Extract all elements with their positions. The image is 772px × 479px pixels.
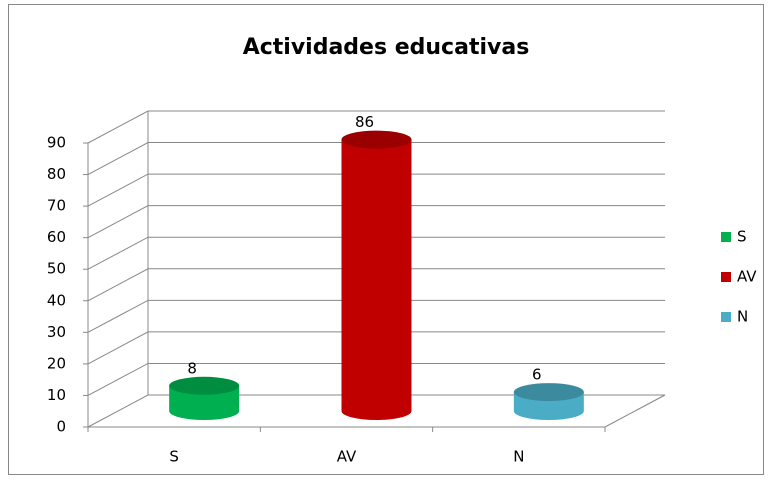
bar-top bbox=[341, 130, 412, 149]
legend-swatch bbox=[721, 312, 731, 322]
y-tick-label: 90 bbox=[47, 134, 66, 152]
legend-swatch bbox=[721, 232, 731, 242]
legend-label: N bbox=[737, 308, 748, 326]
y-tick-label: 70 bbox=[47, 197, 66, 215]
bar bbox=[169, 376, 240, 420]
bar-top bbox=[513, 383, 584, 402]
floor-edge bbox=[604, 394, 666, 428]
value-label: 8 bbox=[187, 359, 197, 377]
y-tick-label: 50 bbox=[47, 260, 66, 278]
x-tick-label: S bbox=[169, 448, 179, 466]
grid-line bbox=[87, 362, 665, 396]
value-label: 86 bbox=[355, 113, 374, 131]
grid-line bbox=[87, 236, 665, 270]
x-tick-label: AV bbox=[337, 448, 357, 466]
y-tick-label: 10 bbox=[47, 386, 66, 404]
y-tick-label: 20 bbox=[47, 354, 66, 372]
grid-line bbox=[87, 173, 665, 207]
chart-title: Actividades educativas bbox=[243, 35, 530, 60]
grid-line bbox=[87, 205, 665, 239]
bar-body bbox=[169, 385, 240, 420]
bar bbox=[341, 130, 412, 420]
grid-line bbox=[87, 299, 665, 333]
bar bbox=[513, 383, 584, 420]
y-tick-label: 80 bbox=[47, 165, 66, 183]
grid-line bbox=[87, 142, 665, 175]
y-tick-label: 30 bbox=[47, 323, 66, 341]
y-tick-label: 40 bbox=[47, 291, 66, 309]
x-tick-label: N bbox=[513, 448, 524, 466]
y-tick-label: 60 bbox=[47, 228, 66, 246]
legend-label: S bbox=[737, 228, 747, 246]
legend-label: AV bbox=[737, 268, 757, 286]
bar-body bbox=[341, 139, 412, 420]
grid-line bbox=[87, 394, 665, 428]
bar-top bbox=[169, 376, 240, 395]
y-tick-label: 0 bbox=[56, 418, 66, 436]
grid-line bbox=[87, 268, 665, 302]
grid-line bbox=[87, 331, 665, 365]
legend-swatch bbox=[721, 272, 731, 282]
grid-line bbox=[87, 110, 665, 144]
value-label: 6 bbox=[532, 366, 542, 384]
